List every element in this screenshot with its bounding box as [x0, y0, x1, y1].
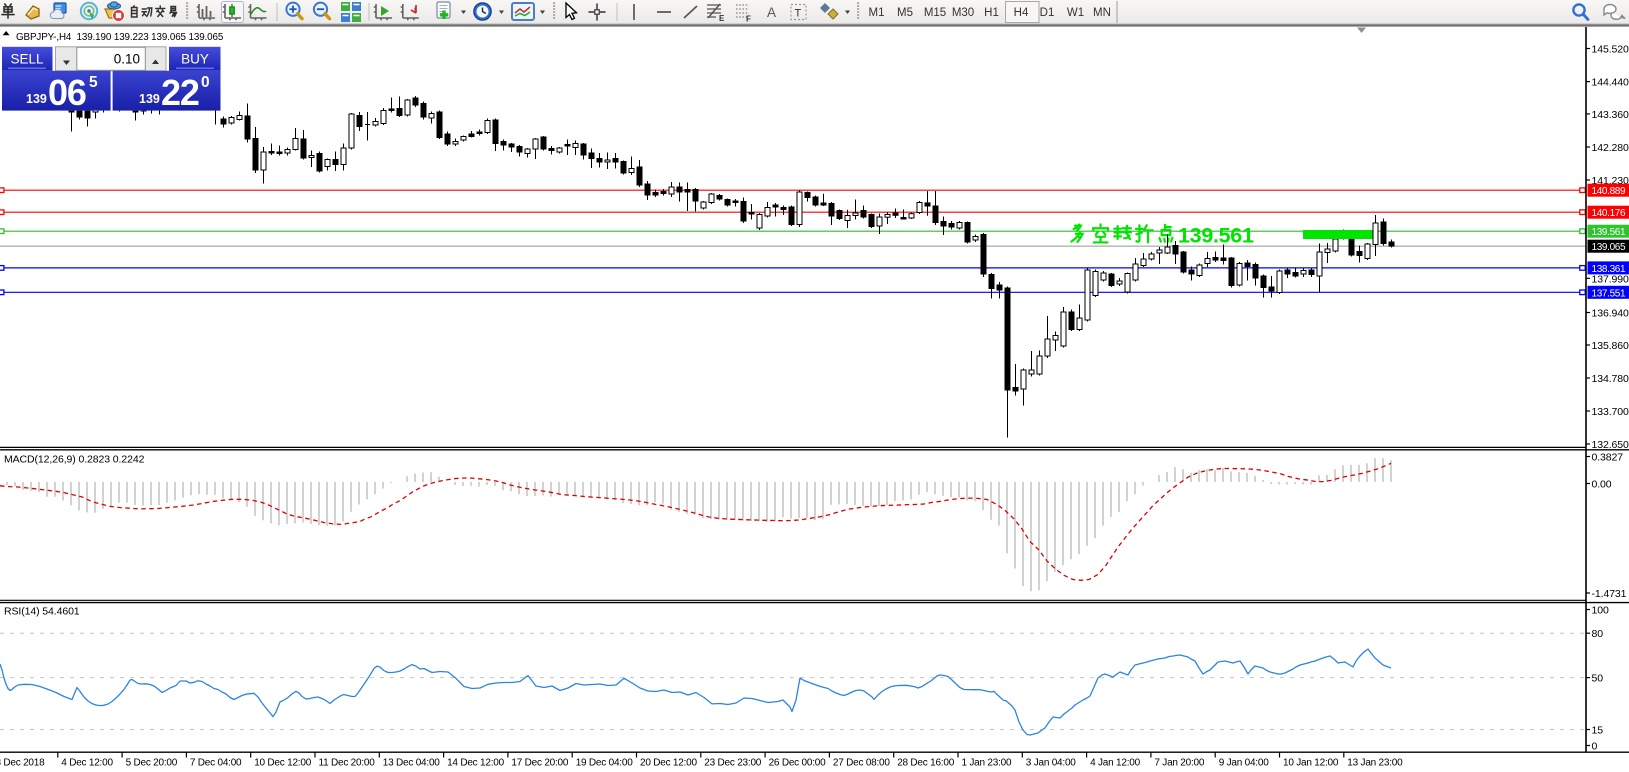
svg-text:A: A: [767, 5, 776, 20]
svg-text:28 Dec 16:00: 28 Dec 16:00: [897, 758, 955, 769]
svg-text:0.00: 0.00: [1592, 479, 1612, 491]
svg-text:140.176: 140.176: [1592, 208, 1626, 219]
svg-text:0: 0: [201, 74, 210, 91]
svg-text:M15: M15: [924, 7, 946, 19]
svg-text:4 Jan 12:00: 4 Jan 12:00: [1090, 758, 1141, 769]
svg-text:144.440: 144.440: [1592, 77, 1629, 89]
svg-text:27 Dec 08:00: 27 Dec 08:00: [833, 758, 891, 769]
svg-text:19 Dec 04:00: 19 Dec 04:00: [576, 758, 634, 769]
svg-text:26 Dec 00:00: 26 Dec 00:00: [769, 758, 827, 769]
svg-text:133.700: 133.700: [1592, 406, 1629, 418]
svg-text:139: 139: [26, 92, 47, 106]
svg-text:H1: H1: [984, 7, 999, 19]
svg-text:136.940: 136.940: [1592, 308, 1629, 320]
svg-text:17 Dec 20:00: 17 Dec 20:00: [511, 758, 569, 769]
svg-text:50: 50: [1592, 673, 1604, 685]
svg-text:7 Jan 20:00: 7 Jan 20:00: [1154, 758, 1205, 769]
svg-text:MN: MN: [1093, 7, 1111, 19]
svg-text:W1: W1: [1067, 7, 1084, 19]
svg-text:3 Jan 04:00: 3 Jan 04:00: [1026, 758, 1077, 769]
svg-text:145.520: 145.520: [1592, 44, 1629, 56]
svg-text:139: 139: [139, 92, 160, 106]
svg-text:80: 80: [1592, 628, 1604, 640]
svg-text:4 Dec 12:00: 4 Dec 12:00: [61, 758, 113, 769]
svg-text:139.561: 139.561: [1592, 227, 1626, 238]
svg-text:0.10: 0.10: [114, 52, 140, 67]
svg-text:10 Jan 12:00: 10 Jan 12:00: [1283, 758, 1339, 769]
svg-text:H4: H4: [1014, 7, 1029, 19]
svg-text:10 Dec 12:00: 10 Dec 12:00: [254, 758, 312, 769]
svg-text:132.650: 132.650: [1592, 439, 1629, 451]
svg-text:22: 22: [161, 72, 199, 113]
svg-text:100: 100: [1592, 605, 1609, 617]
svg-text:-1.4731: -1.4731: [1592, 588, 1627, 600]
svg-text:MACD(12,26,9) 0.2823 0.2242: MACD(12,26,9) 0.2823 0.2242: [4, 454, 145, 466]
svg-text:0.3827: 0.3827: [1592, 452, 1624, 464]
svg-text:5: 5: [89, 74, 98, 91]
svg-text:15: 15: [1592, 725, 1604, 737]
svg-text:F: F: [746, 15, 751, 24]
svg-text:20 Dec 12:00: 20 Dec 12:00: [640, 758, 698, 769]
svg-text:139.561: 139.561: [1178, 224, 1254, 248]
svg-text:11 Dec 20:00: 11 Dec 20:00: [319, 758, 376, 769]
svg-text:D1: D1: [1040, 7, 1055, 19]
svg-text:06: 06: [48, 72, 86, 113]
svg-text:9 Jan 04:00: 9 Jan 04:00: [1219, 758, 1270, 769]
svg-text:143.360: 143.360: [1592, 109, 1629, 121]
svg-text:M5: M5: [897, 7, 913, 19]
svg-text:E: E: [719, 14, 725, 23]
svg-text:RSI(14) 54.4601: RSI(14) 54.4601: [4, 606, 80, 618]
svg-text:7 Dec 04:00: 7 Dec 04:00: [190, 758, 242, 769]
svg-text:13 Dec 04:00: 13 Dec 04:00: [383, 758, 441, 769]
svg-text:13 Jan 23:00: 13 Jan 23:00: [1347, 758, 1403, 769]
svg-text:23 Dec 23:00: 23 Dec 23:00: [704, 758, 762, 769]
svg-text:134.780: 134.780: [1592, 373, 1629, 385]
svg-text:1 Jan 23:00: 1 Jan 23:00: [962, 758, 1013, 769]
svg-text:M1: M1: [869, 7, 885, 19]
svg-text:137.551: 137.551: [1592, 288, 1626, 299]
svg-text:3 Dec 2018: 3 Dec 2018: [0, 758, 45, 769]
svg-text:GBPJPY-,H4 139.190 139.223 13: GBPJPY-,H4 139.190 139.223 139.065 139.0…: [16, 32, 224, 43]
svg-text:139.065: 139.065: [1592, 242, 1626, 253]
svg-text:M30: M30: [952, 7, 974, 19]
svg-text:14 Dec 12:00: 14 Dec 12:00: [447, 758, 505, 769]
svg-text:BUY: BUY: [181, 52, 209, 67]
svg-text:T: T: [795, 8, 802, 20]
svg-text:5 Dec 20:00: 5 Dec 20:00: [126, 758, 178, 769]
svg-text:137.990: 137.990: [1592, 273, 1629, 285]
svg-text:140.889: 140.889: [1592, 186, 1626, 197]
svg-text:142.280: 142.280: [1592, 142, 1629, 154]
svg-text:138.361: 138.361: [1592, 264, 1626, 275]
svg-text:SELL: SELL: [10, 52, 44, 67]
svg-text:0: 0: [1592, 741, 1598, 753]
svg-text:135.860: 135.860: [1592, 340, 1629, 352]
